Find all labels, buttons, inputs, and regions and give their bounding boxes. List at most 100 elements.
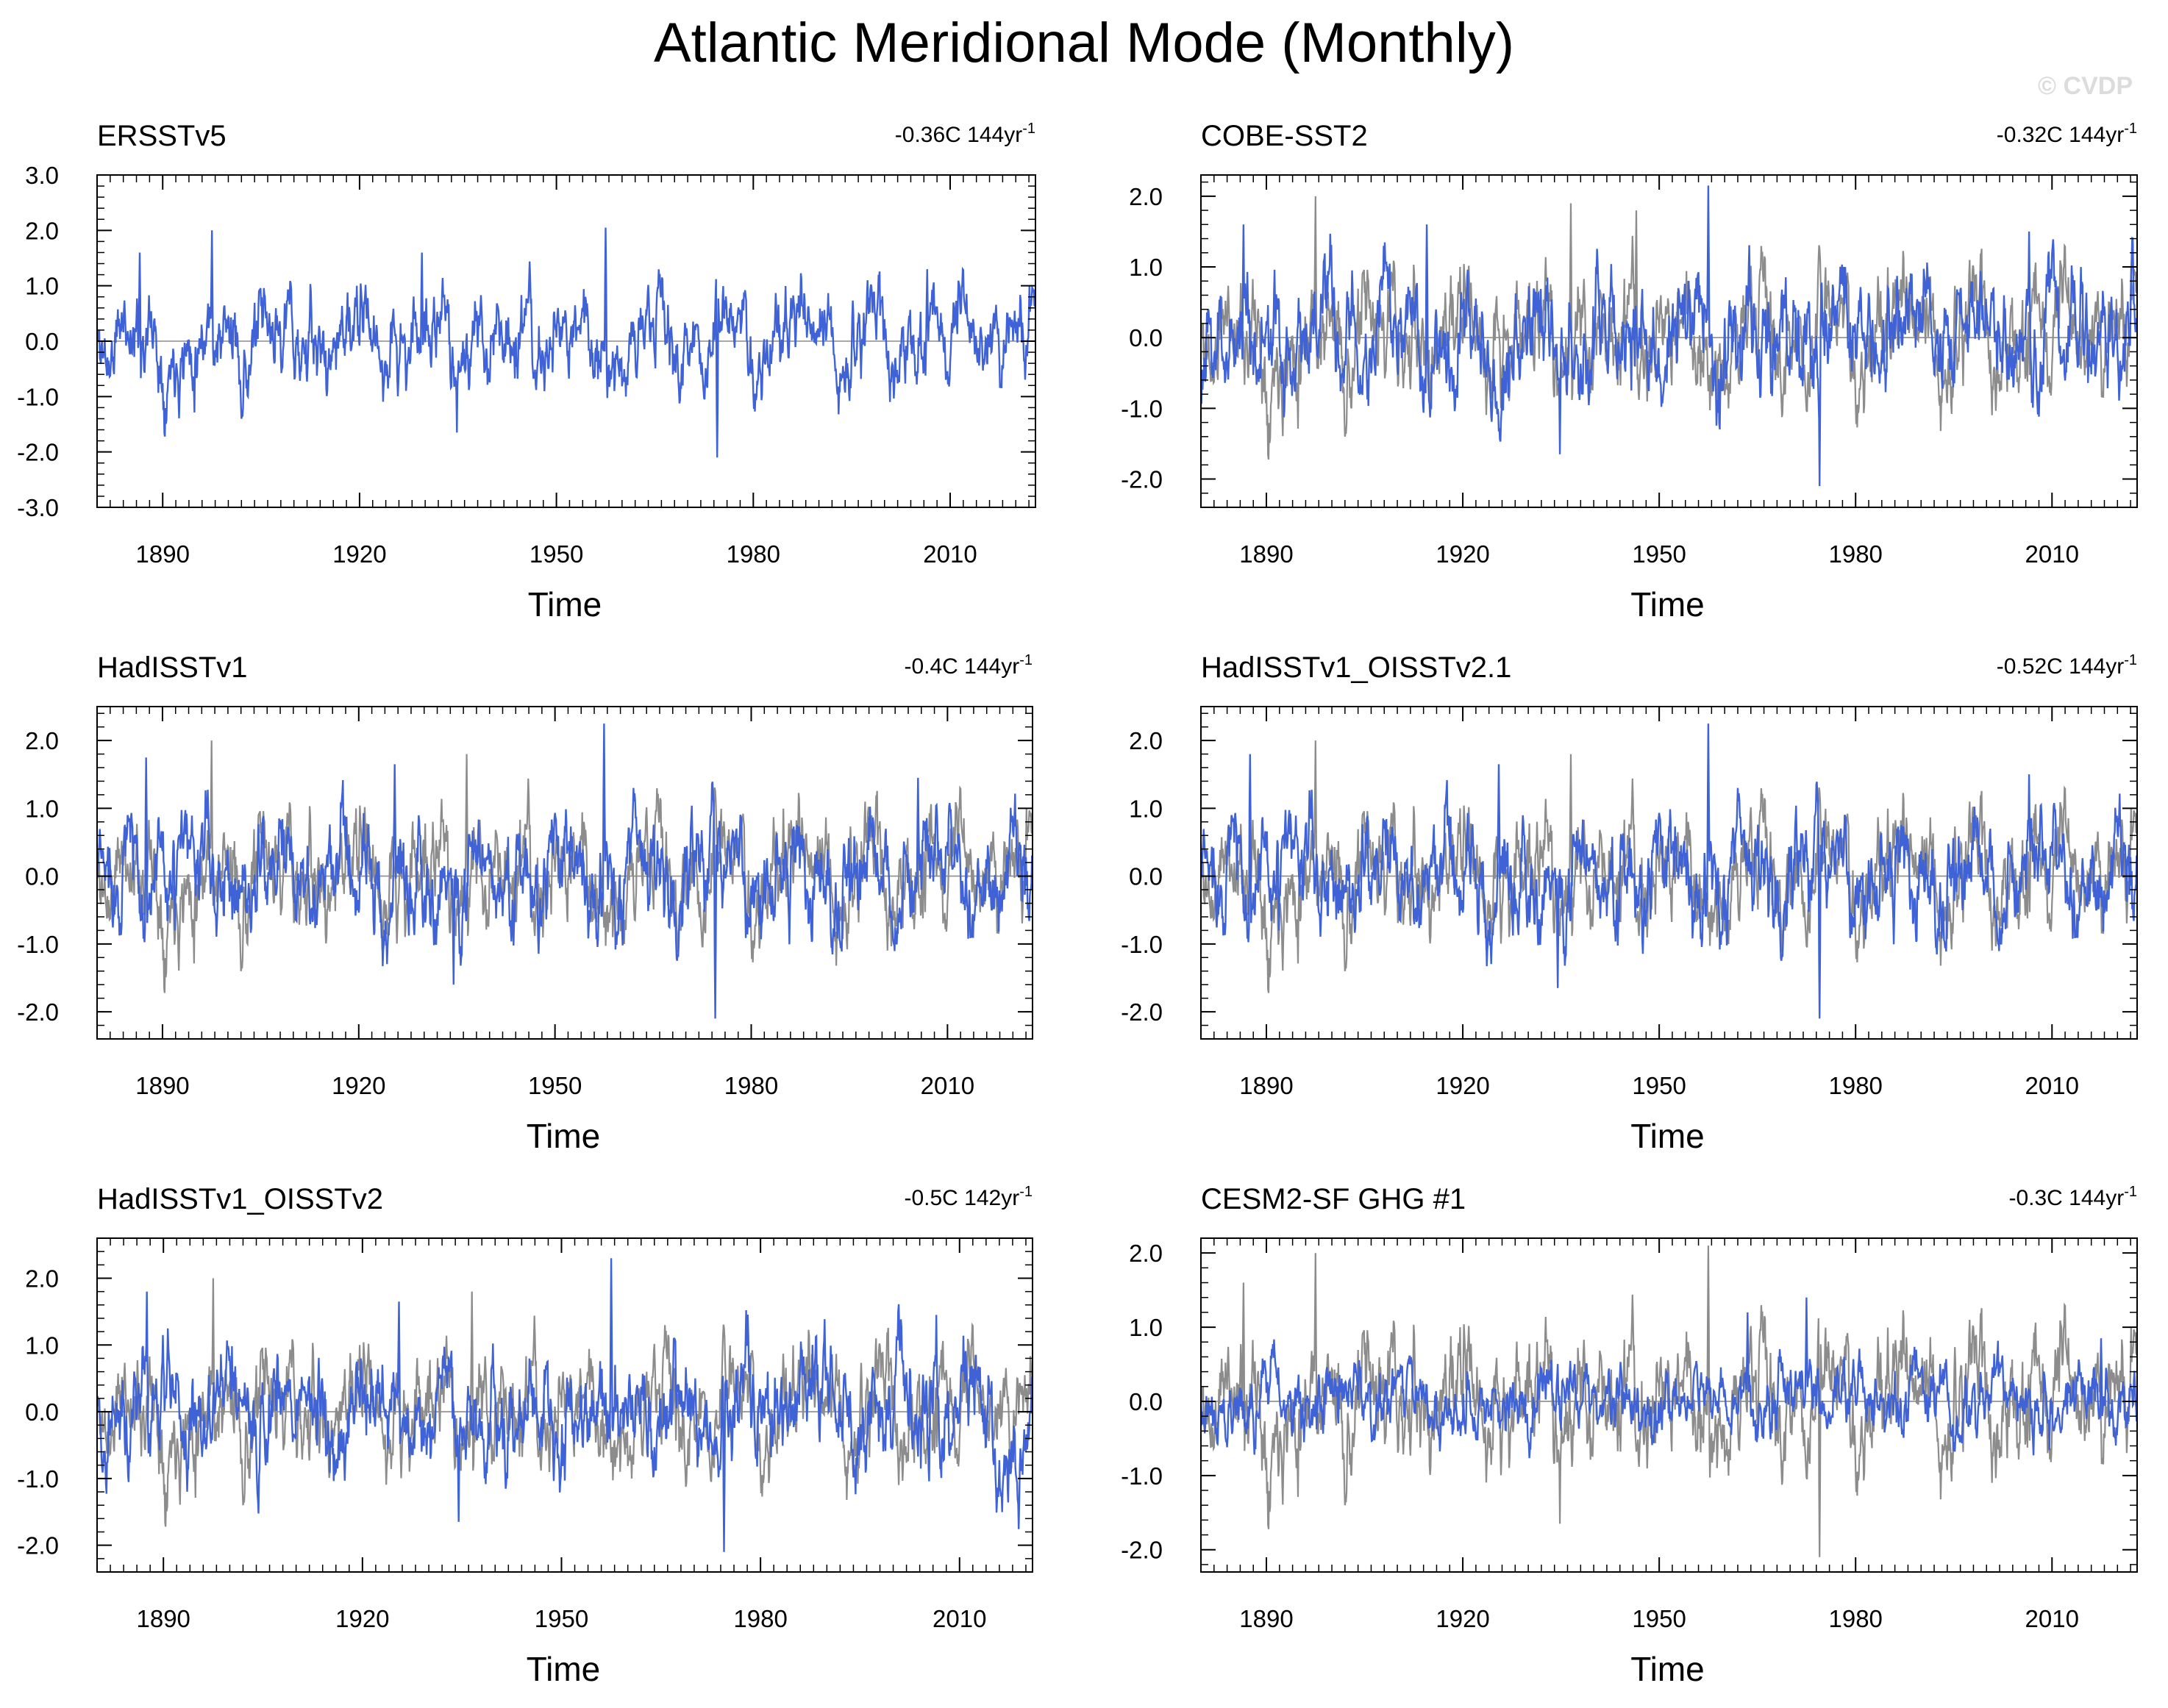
- x-tick-label: 2010: [921, 1072, 974, 1099]
- y-tick-label: 1.0: [25, 795, 59, 822]
- panel-title: HadISSTv1_OISSTv2: [97, 1183, 383, 1215]
- x-tick-label: 2010: [923, 540, 977, 568]
- y-tick-label: 2.0: [25, 217, 59, 244]
- panel-hadisstv1: HadISSTv1 -0.4C 144yr-1 1890 1920 1950 1980 20…: [17, 651, 1033, 1155]
- x-tick-label: 1980: [724, 1072, 778, 1099]
- x-tick-label: 1950: [1632, 540, 1686, 568]
- x-axis-title: Time: [527, 1650, 601, 1688]
- y-tick-label: -1.0: [1121, 931, 1163, 958]
- y-tick-label: -3.0: [17, 494, 59, 521]
- x-tick-label: 2010: [2025, 540, 2079, 568]
- y-tick-label: 1.0: [1129, 254, 1163, 281]
- x-tick-label: 1920: [332, 1072, 385, 1099]
- y-tick-label: 0.0: [1129, 324, 1163, 351]
- panel-title: HadISSTv1_OISSTv2.1: [1201, 651, 1511, 684]
- x-tick-label: 1950: [535, 1605, 588, 1632]
- x-tick-label: 1920: [1436, 540, 1489, 568]
- y-tick-label: 2.0: [1129, 183, 1163, 210]
- y-tick-label: -1.0: [17, 931, 59, 958]
- y-tick-label: -1.0: [1121, 395, 1163, 422]
- series-line: [97, 1258, 1033, 1552]
- x-tick-label: 1920: [335, 1605, 389, 1632]
- y-tick-label: 0.0: [25, 863, 59, 890]
- reference-series-line: [1201, 740, 2137, 993]
- trend-label: -0.52C 144yr-1: [1997, 652, 2137, 679]
- panel-title: ERSSTv5: [97, 120, 227, 152]
- y-tick-label: -2.0: [17, 998, 59, 1026]
- trend-label: -0.32C 144yr-1: [1997, 121, 2137, 147]
- x-axis-title: Time: [527, 1117, 601, 1155]
- y-tick-label: -2.0: [1121, 1537, 1163, 1564]
- trend-label: -0.36C 144yr-1: [895, 121, 1035, 147]
- y-tick-label: 2.0: [25, 727, 59, 754]
- x-tick-label: 1980: [727, 540, 780, 568]
- y-tick-label: -1.0: [1121, 1462, 1163, 1490]
- panel-hadisstv1-oisstv2-1: HadISSTv1_OISSTv2.1 -0.52C 144yr-1 1890 192…: [1121, 651, 2138, 1155]
- y-tick-label: 1.0: [1129, 1314, 1163, 1341]
- y-tick-label: -1.0: [17, 383, 59, 410]
- y-tick-label: -2.0: [1121, 998, 1163, 1026]
- reference-series-line: [97, 1278, 1033, 1527]
- trend-exponent: -1: [2124, 121, 2137, 137]
- trend-exponent: -1: [2124, 1184, 2137, 1200]
- x-tick-label: 1980: [1828, 540, 1882, 568]
- x-tick-label: 1890: [136, 540, 190, 568]
- trend-exponent: -1: [2124, 652, 2137, 668]
- reference-series-line: [97, 740, 1033, 993]
- x-axis-title: Time: [1630, 1650, 1705, 1688]
- trend-label: -0.4C 144yr-1: [904, 652, 1033, 679]
- x-tick-label: 1920: [1436, 1072, 1489, 1099]
- series-line: [1201, 723, 2137, 1019]
- y-tick-label: -1.0: [17, 1465, 59, 1493]
- x-tick-label: 1890: [135, 1072, 189, 1099]
- x-axis-title: Time: [1630, 585, 1705, 623]
- plot-frame: [96, 706, 1033, 1040]
- x-axis-title: Time: [528, 585, 602, 623]
- x-tick-label: 1920: [332, 540, 386, 568]
- y-tick-label: 2.0: [1129, 727, 1163, 754]
- y-tick-label: -2.0: [17, 1532, 59, 1559]
- y-tick-label: 2.0: [25, 1265, 59, 1292]
- x-tick-label: 1950: [529, 540, 583, 568]
- x-tick-label: 1890: [1239, 1605, 1293, 1632]
- panel-title: CESM2-SF GHG #1: [1201, 1183, 1466, 1215]
- x-tick-label: 2010: [2025, 1072, 2079, 1099]
- x-tick-label: 1980: [733, 1605, 787, 1632]
- y-tick-label: 0.0: [1129, 863, 1163, 890]
- x-tick-label: 1890: [1239, 1072, 1293, 1099]
- plot-frame: [1200, 706, 2138, 1040]
- y-tick-label: 1.0: [1129, 795, 1163, 822]
- watermark: © CVDP: [2038, 72, 2133, 100]
- x-tick-label: 1920: [1436, 1605, 1489, 1632]
- x-tick-label: 1890: [1239, 540, 1293, 568]
- y-tick-label: 0.0: [1129, 1388, 1163, 1415]
- x-tick-label: 1950: [1632, 1605, 1686, 1632]
- panel-hadisstv1-oisstv2: HadISSTv1_OISSTv2 -0.5C 142yr-1 1890 1920 19…: [17, 1183, 1033, 1688]
- panel-cesm2-sf-ghg-1: CESM2-SF GHG #1 -0.3C 144yr-1 1890 1920 1950…: [1121, 1183, 2138, 1688]
- y-tick-label: 0.0: [25, 328, 59, 355]
- series-line: [1201, 1297, 2137, 1459]
- y-tick-label: 2.0: [1129, 1240, 1163, 1267]
- plot-frame: [96, 1237, 1033, 1573]
- x-tick-label: 1980: [1828, 1605, 1882, 1632]
- figure-title: Atlantic Meridional Mode (Monthly): [654, 12, 1514, 74]
- x-tick-label: 1950: [528, 1072, 582, 1099]
- y-tick-label: 1.0: [25, 273, 59, 300]
- plot-frame: [1200, 174, 2138, 508]
- y-tick-label: 0.0: [25, 1398, 59, 1426]
- trend-exponent: -1: [1019, 652, 1033, 668]
- x-tick-label: 2010: [2025, 1605, 2079, 1632]
- series-line: [97, 723, 1033, 1019]
- y-tick-label: 3.0: [25, 162, 59, 189]
- series-line: [1201, 185, 2137, 487]
- series-line: [97, 227, 1035, 458]
- panel-title: COBE-SST2: [1201, 120, 1368, 152]
- x-tick-label: 1950: [1632, 1072, 1686, 1099]
- plot-frame: [1200, 1237, 2138, 1573]
- x-axis-title: Time: [1630, 1117, 1705, 1155]
- trend-label: -0.5C 142yr-1: [904, 1184, 1033, 1210]
- y-tick-label: 1.0: [25, 1332, 59, 1359]
- y-tick-label: -2.0: [17, 439, 59, 466]
- trend-exponent: -1: [1019, 1184, 1033, 1200]
